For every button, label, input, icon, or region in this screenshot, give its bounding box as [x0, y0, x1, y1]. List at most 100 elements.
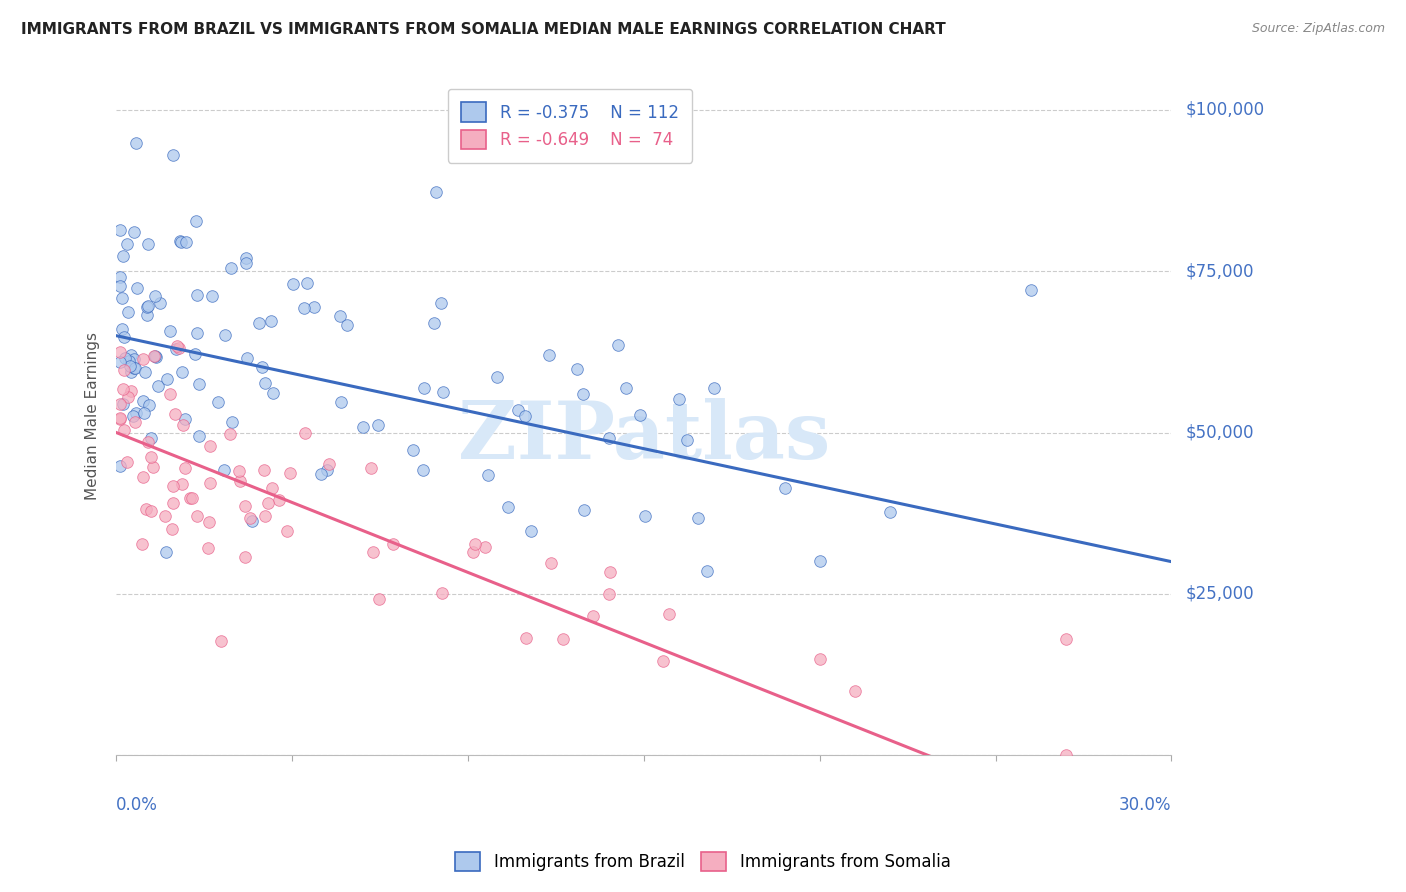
- Point: [808, 651, 831, 665]
- Point: [170, 476, 193, 491]
- Point: [634, 509, 657, 524]
- Point: [186, 213, 208, 227]
- Point: [110, 459, 132, 474]
- Point: [432, 385, 454, 400]
- Point: [165, 342, 187, 356]
- Point: [423, 316, 446, 330]
- Point: [186, 508, 208, 523]
- Point: [139, 504, 162, 518]
- Point: [235, 251, 257, 265]
- Point: [174, 235, 197, 249]
- Point: [276, 524, 298, 539]
- Point: [159, 387, 181, 401]
- Point: [186, 288, 208, 302]
- Point: [122, 225, 145, 239]
- Point: [228, 464, 250, 478]
- Point: [233, 550, 256, 565]
- Point: [267, 493, 290, 508]
- Point: [461, 544, 484, 558]
- Point: [260, 314, 283, 328]
- Point: [262, 386, 284, 401]
- Point: [1054, 748, 1077, 763]
- Point: [132, 470, 155, 484]
- Point: [703, 381, 725, 395]
- Point: [117, 305, 139, 319]
- Point: [170, 235, 193, 250]
- Point: [125, 406, 148, 420]
- Point: [614, 381, 637, 395]
- Point: [108, 223, 131, 237]
- Point: [122, 352, 145, 367]
- Point: [155, 545, 177, 559]
- Point: [162, 479, 184, 493]
- Point: [120, 348, 142, 362]
- Point: [201, 289, 224, 303]
- Point: [515, 632, 537, 646]
- Point: [174, 412, 197, 426]
- Point: [124, 361, 146, 376]
- Point: [142, 459, 165, 474]
- Text: $75,000: $75,000: [1185, 262, 1254, 280]
- Point: [120, 384, 142, 398]
- Point: [247, 316, 270, 330]
- Point: [250, 359, 273, 374]
- Point: [486, 369, 509, 384]
- Point: [179, 491, 201, 506]
- Point: [598, 431, 620, 445]
- Point: [278, 467, 301, 481]
- Point: [401, 443, 423, 458]
- Point: [295, 276, 318, 290]
- Point: [156, 372, 179, 386]
- Point: [112, 382, 135, 396]
- Point: [382, 537, 405, 551]
- Point: [599, 565, 621, 579]
- Text: 0.0%: 0.0%: [117, 796, 157, 814]
- Point: [686, 511, 709, 525]
- Point: [430, 295, 453, 310]
- Point: [170, 365, 193, 379]
- Point: [844, 684, 866, 698]
- Point: [112, 423, 135, 437]
- Legend: R = -0.375    N = 112, R = -0.649    N =  74: R = -0.375 N = 112, R = -0.649 N = 74: [449, 89, 692, 162]
- Point: [253, 463, 276, 477]
- Point: [132, 405, 155, 419]
- Point: [139, 450, 162, 464]
- Point: [292, 301, 315, 315]
- Point: [253, 376, 276, 391]
- Point: [316, 463, 339, 477]
- Point: [565, 361, 588, 376]
- Point: [159, 324, 181, 338]
- Point: [131, 394, 153, 409]
- Point: [360, 461, 382, 475]
- Point: [553, 632, 575, 647]
- Point: [329, 309, 352, 323]
- Point: [139, 431, 162, 445]
- Point: [112, 249, 135, 263]
- Point: [368, 592, 391, 607]
- Point: [172, 417, 194, 432]
- Point: [513, 409, 536, 423]
- Point: [262, 481, 284, 495]
- Point: [229, 475, 252, 489]
- Text: $25,000: $25,000: [1185, 585, 1254, 603]
- Point: [219, 260, 242, 275]
- Point: [540, 556, 562, 570]
- Point: [143, 350, 166, 364]
- Point: [134, 365, 156, 379]
- Point: [330, 395, 353, 409]
- Point: [111, 322, 134, 336]
- Point: [160, 522, 183, 536]
- Point: [198, 475, 221, 490]
- Text: $100,000: $100,000: [1185, 101, 1264, 119]
- Text: ZIPatlas: ZIPatlas: [458, 398, 830, 475]
- Point: [212, 463, 235, 477]
- Point: [110, 411, 132, 425]
- Point: [239, 511, 262, 525]
- Point: [607, 338, 630, 352]
- Point: [110, 279, 132, 293]
- Point: [146, 379, 169, 393]
- Point: [412, 463, 434, 477]
- Point: [188, 377, 211, 392]
- Point: [367, 418, 389, 433]
- Point: [207, 395, 229, 409]
